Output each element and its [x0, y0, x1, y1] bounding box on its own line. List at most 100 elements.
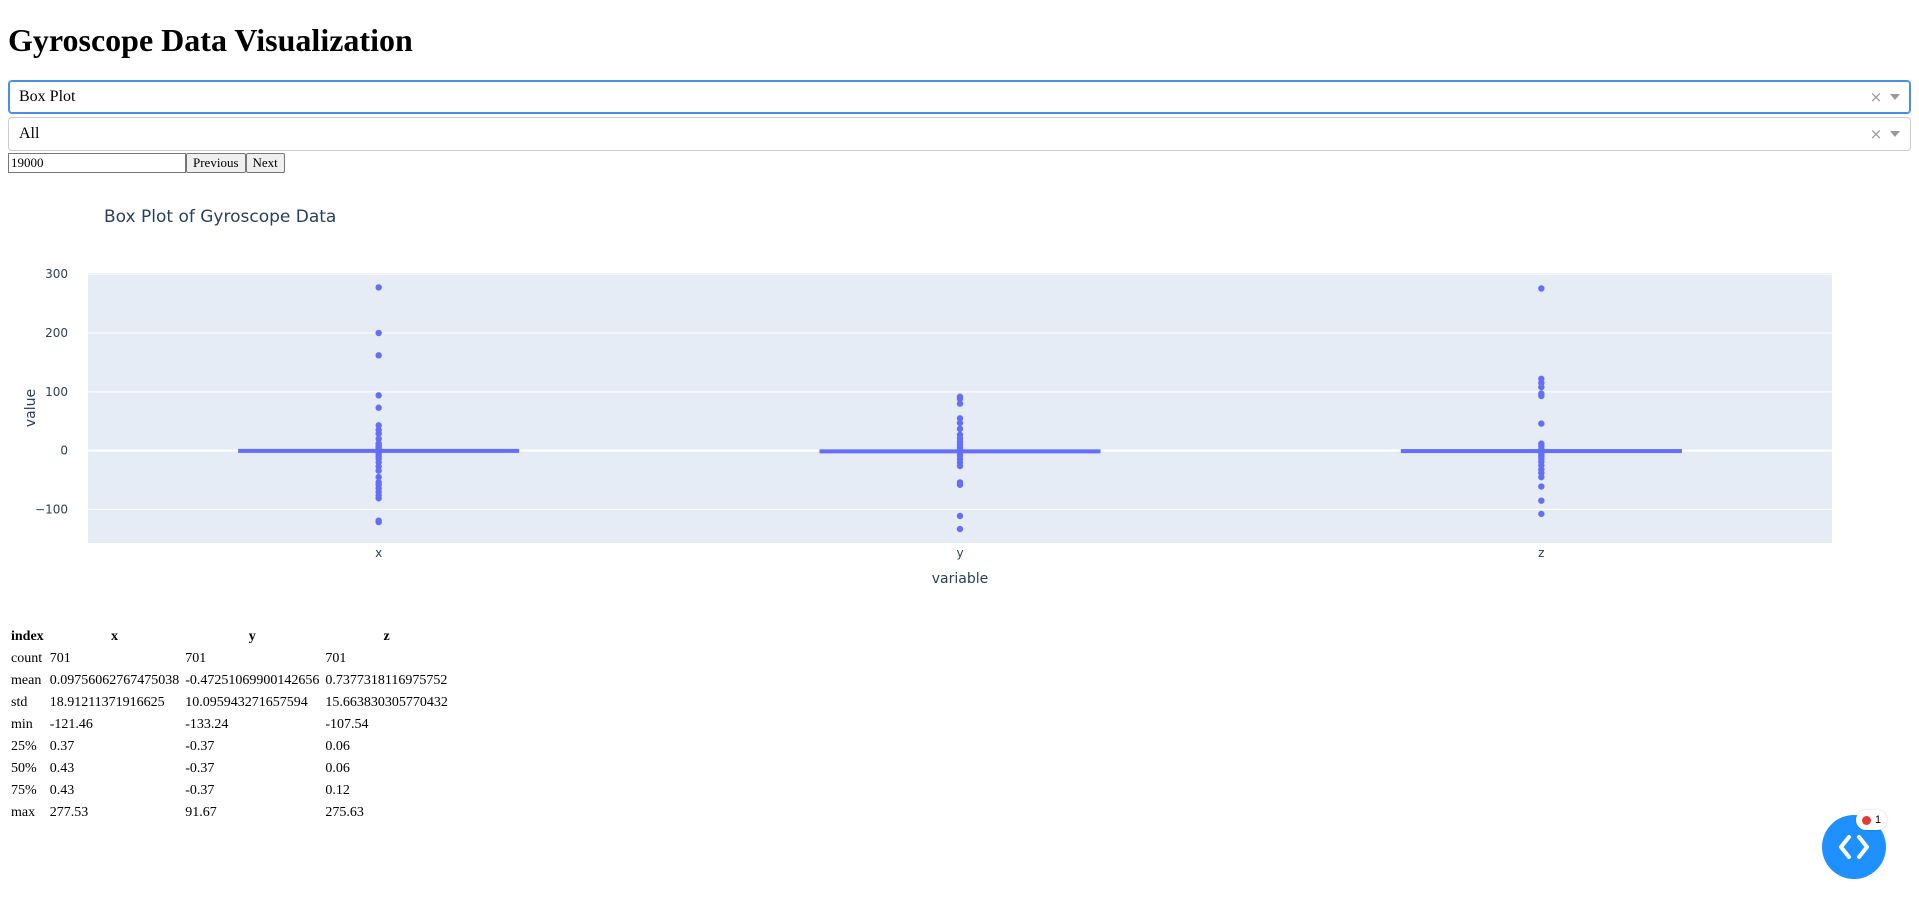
row-label: count	[11, 651, 43, 666]
clear-icon[interactable]: ×	[1869, 88, 1883, 106]
table-row: mean 0.09756062767475038 -0.47251069900142…	[8, 670, 451, 692]
outlier-point	[375, 467, 382, 474]
table-cell: 0.43	[49, 761, 75, 776]
table-cell: -0.37	[185, 783, 215, 798]
plot-type-dropdown[interactable]: Box Plot ×	[8, 80, 1911, 114]
table-cell: 0.09756062767475038	[49, 673, 180, 688]
column-header: x	[110, 629, 118, 644]
table-row: 75% 0.43 -0.37 0.12	[8, 780, 451, 802]
outlier-point	[1538, 383, 1545, 391]
outlier-point	[1538, 420, 1545, 427]
x-axis-ticks: x y z	[375, 546, 1544, 560]
table-cell: 0.43	[49, 783, 75, 798]
table-cell: -133.24	[185, 717, 229, 732]
error-dot-icon	[1862, 815, 1871, 825]
outlier-point	[375, 392, 382, 399]
outlier-point	[956, 419, 964, 427]
row-label: mean	[11, 673, 42, 688]
table-cell: 275.63	[325, 805, 364, 820]
table-cell: 0.06	[325, 761, 350, 776]
x-axis-label: variable	[932, 571, 988, 587]
table-cell: -121.46	[49, 717, 93, 732]
chevron-down-icon[interactable]	[1890, 94, 1900, 100]
table-row: count 701 701 701	[8, 648, 451, 670]
boxes	[238, 284, 1682, 533]
outlier-point	[375, 352, 382, 359]
outlier-point	[956, 462, 964, 470]
table-row: max 277.53 91.67 275.63	[8, 802, 451, 824]
column-header: index	[11, 629, 44, 644]
row-label: max	[11, 805, 36, 820]
y-tick-label: −100	[35, 502, 68, 516]
outlier-point	[956, 415, 964, 422]
code-brackets-icon	[1839, 835, 1869, 859]
table-cell: -0.37	[185, 739, 215, 754]
chevron-down-icon[interactable]	[1890, 131, 1900, 137]
table-cell: 701	[185, 651, 207, 666]
outlier-point	[375, 495, 382, 502]
plot-area	[88, 273, 1832, 543]
table-cell: 18.91211371916625	[49, 695, 165, 710]
row-label: 50%	[11, 761, 37, 776]
outlier-point	[956, 395, 964, 403]
clear-icon[interactable]: ×	[1869, 125, 1883, 143]
outlier-point	[956, 525, 964, 533]
outlier-point	[375, 404, 382, 411]
row-label: min	[11, 717, 33, 732]
table-row: 50% 0.43 -0.37 0.06	[8, 758, 451, 780]
column-header: z	[383, 629, 390, 644]
table-cell: 701	[49, 651, 71, 666]
table-cell: 0.7377318116975752	[325, 673, 448, 688]
outlier-point	[956, 400, 964, 407]
box-z	[1400, 285, 1682, 518]
outlier-point	[1538, 483, 1545, 490]
outlier-point	[375, 473, 382, 481]
axis-filter-dropdown[interactable]: All ×	[8, 117, 1911, 151]
y-axis-label: value	[23, 389, 39, 427]
notification-badge[interactable]: 1	[1856, 810, 1888, 830]
table-cell: -0.37	[185, 761, 215, 776]
plot-type-value: Box Plot	[19, 88, 76, 105]
stats-table: index x y z count 701 701 701 mean 0.09756062767…	[8, 626, 451, 824]
outlier-point	[956, 512, 964, 520]
x-tick-label: y	[956, 546, 963, 560]
table-cell: 277.53	[49, 805, 89, 820]
axis-filter-value: All	[19, 125, 40, 142]
y-tick-label: 0	[60, 444, 68, 458]
box-y	[819, 393, 1101, 533]
table-cell: 0.37	[49, 739, 75, 754]
outlier-point	[1538, 392, 1545, 400]
table-cell: 701	[325, 651, 347, 666]
table-cell: 0.06	[325, 739, 350, 754]
page-title: Gyroscope Data Visualization	[8, 22, 413, 58]
outlier-point	[1538, 285, 1545, 292]
table-cell: -0.47251069900142656	[185, 673, 320, 688]
box-plot-chart: Box Plot of Gyroscope Data −100 0 100 200 30…	[23, 207, 1832, 587]
pagination-controls: Previous Next	[8, 153, 285, 173]
table-row: std 18.91211371916625 10.095943271657594 15…	[8, 692, 451, 714]
y-axis-ticks: −100 0 100 200 300	[35, 267, 68, 516]
table-cell: 15.663830305770432	[325, 695, 448, 710]
row-label: 25%	[11, 739, 37, 754]
outlier-point	[375, 329, 382, 337]
outlier-point	[956, 425, 964, 433]
outlier-point	[375, 518, 382, 526]
outlier-point	[375, 284, 382, 291]
badge-count: 1	[1875, 814, 1882, 826]
table-cell: 0.12	[325, 783, 350, 798]
outlier-point	[956, 481, 964, 488]
outlier-point	[375, 422, 382, 429]
column-header: y	[248, 629, 256, 644]
start-index-input[interactable]	[8, 153, 186, 173]
row-label: 75%	[11, 783, 37, 798]
next-button[interactable]: Next	[245, 153, 285, 173]
y-tick-label: 200	[45, 326, 68, 340]
previous-button[interactable]: Previous	[186, 153, 246, 173]
dev-tools-button[interactable]	[1822, 815, 1886, 879]
outlier-point	[1538, 473, 1545, 481]
y-tick-label: 100	[45, 385, 68, 399]
x-tick-label: z	[1538, 546, 1544, 560]
outlier-point	[375, 435, 382, 443]
table-row: 25% 0.37 -0.37 0.06	[8, 736, 451, 758]
table-header-row: index x y z	[8, 626, 451, 648]
